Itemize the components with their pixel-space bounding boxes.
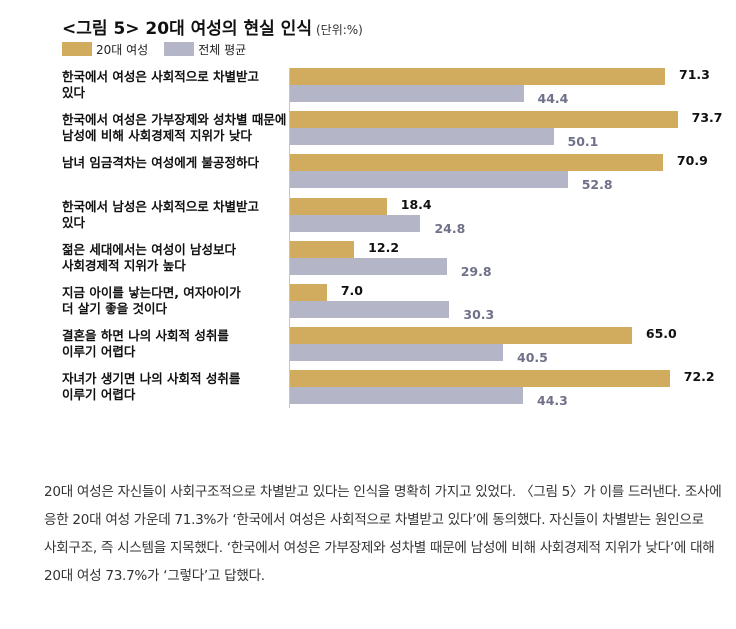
bar-overall-average	[290, 128, 554, 146]
category-label: 결혼을 하면 나의 사회적 성취를 이루기 어렵다	[62, 328, 290, 360]
bar-women-20s	[290, 197, 387, 215]
value-label-women-20s: 18.4	[400, 196, 432, 212]
bar-women-20s	[290, 370, 670, 388]
chart-figure: <그림 5> 20대 여성의 현실 인식 (단위:%) 20대 여성 전체 평균 …	[62, 14, 723, 409]
category-label: 지금 아이를 낳는다면, 여자아이가 더 살기 좋을 것이다	[62, 285, 290, 317]
category-label-line: 젊은 세대에서는 여성이 남성보다	[62, 241, 237, 257]
bar-overall-average	[290, 301, 450, 318]
legend-swatch-overall-average	[164, 42, 195, 56]
value-label-overall-average: 44.3	[537, 393, 568, 409]
value-label-women-20s: 65.0	[645, 326, 677, 342]
category-label-line: 한국에서 여성은 사회적으로 차별받고	[62, 69, 260, 84]
bar-overall-average	[290, 85, 524, 102]
category-label-line: 더 살기 좋을 것이다	[62, 301, 168, 316]
value-label-women-20s: 70.9	[676, 153, 708, 169]
bar-women-20s	[290, 68, 666, 85]
bar-women-20s	[290, 327, 632, 345]
value-label-overall-average: 30.3	[463, 307, 495, 322]
category-axis-line	[289, 68, 290, 408]
unit-label: (단위:%)	[315, 23, 363, 37]
value-label-overall-average: 29.8	[460, 263, 492, 279]
value-label-women-20s: 72.2	[683, 369, 715, 385]
value-label-women-20s: 12.2	[368, 239, 400, 255]
category-label: 한국에서 남성은 사회적으로 차별받고 있다	[62, 199, 290, 231]
legend-swatch-women-20s	[62, 42, 92, 56]
category-label-line: 결혼을 하면 나의 사회적 성취를	[62, 328, 229, 344]
bar-women-20s	[290, 240, 355, 258]
category-label-line: 남성에 비해 사회경제적 지위가 낮다	[62, 128, 252, 144]
legend-label-women-20s: 20대 여성	[96, 42, 149, 57]
value-label-overall-average: 40.5	[517, 350, 548, 366]
value-label-overall-average: 24.8	[434, 220, 466, 236]
category-label-line: 남녀 임금격차는 여성에게 불공정하다	[62, 155, 260, 171]
category-label-line: 한국에서 여성은 가부장제와 성차별 때문에	[62, 112, 287, 128]
category-label: 한국에서 여성은 가부장제와 성차별 때문에 남성에 비해 사회경제적 지위가 낮…	[62, 112, 290, 144]
bar-women-20s	[290, 154, 663, 172]
value-label-women-20s: 71.3	[679, 67, 710, 82]
category-label: 한국에서 여성은 사회적으로 차별받고 있다	[62, 69, 290, 101]
value-label-women-20s: 7.0	[340, 283, 363, 298]
legend-item-women-20s: 20대 여성	[62, 41, 148, 58]
bar-overall-average	[290, 171, 568, 189]
bar-women-20s	[290, 111, 678, 129]
category-label-line: 한국에서 남성은 사회적으로 차별받고	[62, 198, 260, 214]
category-label: 젊은 세대에서는 여성이 남성보다 사회경제적 지위가 높다	[62, 242, 290, 274]
category-label: 자녀가 생기면 나의 사회적 성취를 이루기 어렵다	[62, 371, 290, 403]
category-label-line: 있다	[62, 85, 86, 100]
chart-title: <그림 5> 20대 여성의 현실 인식 (단위:%)	[62, 14, 363, 39]
category-label-line: 있다	[62, 214, 86, 230]
category-label-line: 사회경제적 지위가 높다	[62, 257, 186, 273]
category-label-line: 자녀가 생기면 나의 사회적 성취를	[62, 371, 241, 387]
category-label-line: 이루기 어렵다	[62, 387, 136, 403]
bar-women-20s	[290, 284, 327, 301]
chart-title-text: <그림 5> 20대 여성의 현실 인식	[62, 19, 312, 39]
bar-overall-average	[290, 214, 421, 232]
category-label-line: 지금 아이를 낳는다면, 여자아이가	[62, 285, 241, 300]
bar-overall-average	[290, 387, 524, 405]
value-label-overall-average: 52.8	[581, 177, 613, 193]
category-label-line: 이루기 어렵다	[62, 344, 136, 360]
legend-item-overall-average: 전체 평균	[164, 41, 246, 58]
bar-overall-average	[290, 257, 447, 275]
value-label-women-20s: 73.7	[691, 110, 723, 126]
body-paragraph: 20대 여성은 자신들이 사회구조적으로 차별받고 있다는 인식을 명확히 가지…	[44, 483, 722, 584]
legend: 20대 여성 전체 평균	[62, 41, 262, 57]
category-label: 남녀 임금격차는 여성에게 불공정하다	[62, 155, 290, 171]
value-label-overall-average: 50.1	[567, 134, 599, 150]
value-label-overall-average: 44.4	[537, 91, 569, 106]
bar-overall-average	[290, 344, 504, 362]
legend-label-overall-average: 전체 평균	[198, 42, 247, 57]
